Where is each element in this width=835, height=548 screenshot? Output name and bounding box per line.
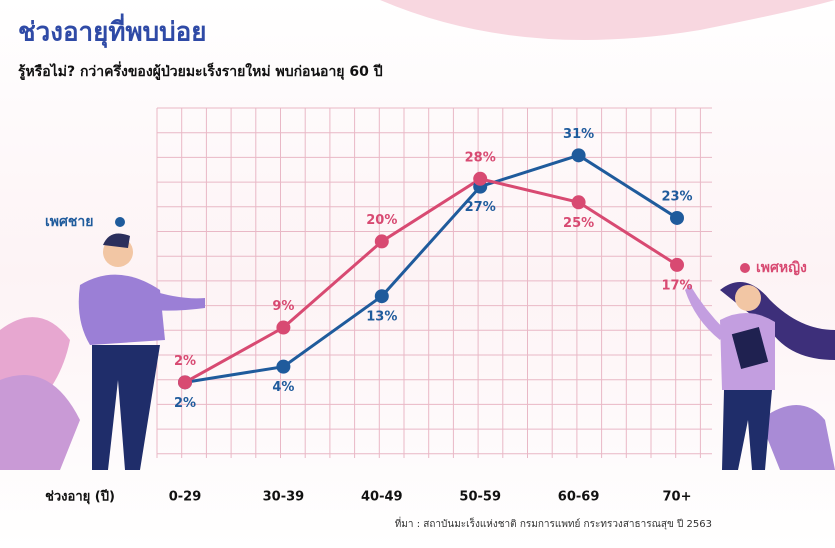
data-label: 28% [465, 150, 496, 165]
x-tick-label: 50-59 [459, 490, 501, 505]
data-point [374, 289, 389, 304]
data-point [571, 195, 586, 210]
data-label: 23% [661, 189, 692, 204]
legend-swatch [115, 217, 125, 227]
legend-swatch [740, 263, 750, 273]
data-point [276, 359, 291, 374]
data-label: 2% [174, 396, 196, 411]
data-point [276, 320, 291, 335]
series-line [184, 153, 678, 384]
data-label: 25% [563, 216, 594, 231]
source-note: ที่มา : สถาบันมะเร็งแห่งชาติ กรมการแพทย์… [395, 516, 712, 530]
female-figure [685, 282, 835, 470]
data-label: 27% [465, 200, 496, 215]
data-point [178, 375, 192, 390]
x-tick-label: 70+ [663, 490, 692, 505]
data-label: 20% [366, 213, 397, 228]
data-label: 31% [563, 127, 594, 142]
data-label: 9% [272, 299, 294, 314]
x-axis-label: ช่วงอายุ (ปี) [45, 489, 115, 505]
chart-subtitle: รู้หรือไม่? กว่าครึ่งของผู้ป่วยมะเร็งราย… [18, 61, 383, 80]
data-point [670, 257, 684, 272]
data-point [473, 171, 488, 186]
data-point [374, 234, 389, 249]
series-line [184, 177, 678, 384]
x-tick-label: 40-49 [361, 490, 403, 505]
data-point [670, 210, 684, 225]
data-label: 2% [174, 354, 196, 369]
chart-title: ช่วงอายุที่พบบ่อย [18, 13, 207, 49]
data-label: 17% [661, 278, 692, 293]
decor-blob [380, 0, 835, 40]
x-tick-label: 0-29 [169, 490, 202, 505]
legend: เพศชาย เพศหญิง [45, 214, 807, 276]
male-figure [0, 233, 205, 470]
data-label: 13% [366, 310, 397, 325]
decor-grid [156, 107, 712, 458]
x-tick-label: 30-39 [263, 490, 305, 505]
data-point [571, 148, 586, 163]
legend-label: เพศชาย [45, 214, 93, 230]
legend-label: เพศหญิง [756, 260, 807, 276]
data-label: 4% [272, 380, 294, 395]
x-tick-label: 60-69 [558, 490, 600, 505]
